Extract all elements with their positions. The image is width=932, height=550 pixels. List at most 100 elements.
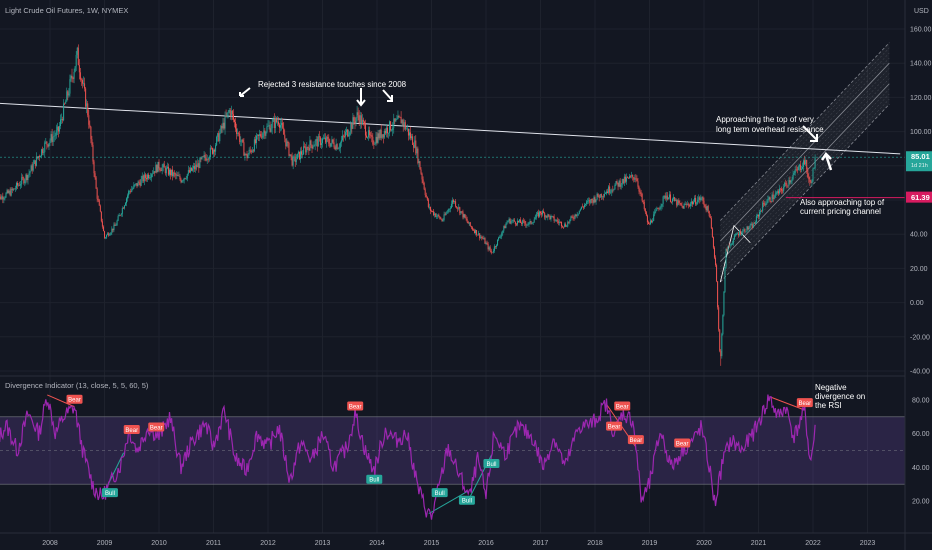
candle-body	[471, 227, 473, 230]
candle-body	[790, 180, 792, 183]
candle-body	[637, 181, 639, 187]
candle-body	[312, 146, 314, 149]
indicator-pane[interactable]: Bear Bull Bear Bear Bear Bull Bull Bull Bull Bear…	[0, 394, 905, 520]
candle-body	[145, 177, 147, 180]
candle-body	[220, 126, 222, 133]
candle-body	[552, 216, 554, 217]
candle-body	[578, 210, 580, 214]
candle-body	[746, 226, 748, 232]
bear-signal-label	[614, 401, 631, 411]
candle-body	[317, 136, 319, 147]
candle-body	[786, 183, 788, 186]
candle-body	[110, 232, 112, 235]
candle-body	[641, 193, 643, 201]
candle-body	[568, 222, 570, 223]
candle-body	[211, 148, 213, 154]
price-axis-tick: 160.00	[910, 27, 932, 34]
candle-body	[115, 225, 117, 226]
candle-body	[179, 175, 181, 180]
candle-body	[529, 221, 531, 223]
candle-body	[122, 208, 124, 209]
candle-body	[414, 140, 416, 148]
time-axis-tick: 2020	[696, 540, 712, 547]
candle-body	[187, 170, 189, 174]
candle-body	[453, 200, 455, 202]
candle-body	[753, 223, 755, 225]
price-pane[interactable]	[0, 42, 905, 366]
candle-body	[629, 176, 631, 179]
candle-body	[507, 220, 509, 223]
price-axis-tick: 100.00	[910, 129, 932, 136]
candle-body	[135, 183, 137, 185]
candle-body	[269, 125, 271, 132]
candle-body	[65, 101, 67, 104]
time-axis-tick: 2010	[151, 540, 167, 547]
candle-body	[153, 171, 155, 174]
candle-body	[156, 164, 158, 173]
candle-body	[571, 216, 573, 218]
candle-body	[27, 175, 29, 181]
long-term-resistance-trendline[interactable]	[0, 102, 901, 155]
candle-body	[558, 221, 560, 223]
candle-body	[297, 151, 299, 154]
time-axis-tick: 2009	[97, 540, 113, 547]
price-axis[interactable]: 160.00140.00120.00100.0080.0060.0040.002…	[910, 27, 932, 376]
indicator-axis[interactable]: 80.00 60.00 40.00 20.00	[912, 398, 930, 506]
candle-body	[553, 216, 555, 221]
candle-body	[458, 207, 460, 209]
candle-body	[802, 166, 804, 169]
candle-body	[580, 206, 582, 210]
divergence-line	[769, 396, 806, 411]
candle-body	[675, 199, 677, 201]
candle-body	[655, 210, 657, 212]
candle-body	[314, 140, 316, 146]
time-axis[interactable]: 2008 2009 2010 2011 2012 2013 2014 2015 2016 2017…	[42, 540, 875, 547]
candle-body	[623, 176, 625, 184]
divergence-line	[47, 394, 75, 408]
candle-body	[511, 220, 513, 222]
candle-body	[501, 233, 503, 237]
candle-body	[96, 188, 98, 199]
candle-body	[226, 112, 228, 117]
candle-body	[116, 220, 118, 226]
candle-body	[535, 214, 537, 218]
candle-body	[651, 220, 653, 223]
candle-body	[632, 174, 634, 178]
candle-body	[763, 202, 765, 204]
candle-body	[554, 220, 556, 222]
candle-body	[710, 218, 712, 229]
candle-body	[804, 160, 806, 165]
candle-body	[621, 178, 623, 185]
candle-body	[410, 132, 412, 139]
candle-body	[761, 210, 763, 212]
candle-body	[274, 118, 276, 129]
candle-body	[566, 226, 568, 228]
candle-body	[438, 214, 440, 217]
candle-body	[428, 207, 430, 208]
candle-body	[586, 201, 588, 204]
candle-body	[359, 115, 361, 124]
indicator-axis-tick: 20.00	[912, 499, 930, 506]
candle-body	[229, 109, 231, 116]
indicator-title[interactable]: Divergence Indicator (13, close, 5, 5, 6…	[5, 381, 149, 390]
candle-body	[652, 220, 654, 223]
candle-body	[650, 220, 652, 225]
candle-body	[408, 132, 410, 136]
symbol-title[interactable]: Light Crude Oil Futures, 1W, NYMEX	[5, 6, 128, 15]
candle-body	[55, 130, 57, 136]
divergence-signals: Bear Bull Bear Bear Bear Bull Bull Bull Bull Bear…	[66, 394, 813, 505]
bull-signal-text: Bull	[486, 462, 496, 468]
candle-body	[667, 197, 669, 200]
candle-body	[335, 144, 337, 150]
candle-body	[47, 144, 49, 147]
candle-body	[311, 144, 313, 149]
candle-body	[298, 151, 300, 160]
candle-body	[610, 192, 612, 193]
time-axis-tick: 2012	[260, 540, 276, 547]
pricing-channel-subline	[720, 68, 890, 247]
candle-body	[97, 198, 99, 201]
candle-body	[541, 213, 543, 215]
candle-body	[625, 177, 627, 182]
candle-body	[618, 180, 620, 187]
